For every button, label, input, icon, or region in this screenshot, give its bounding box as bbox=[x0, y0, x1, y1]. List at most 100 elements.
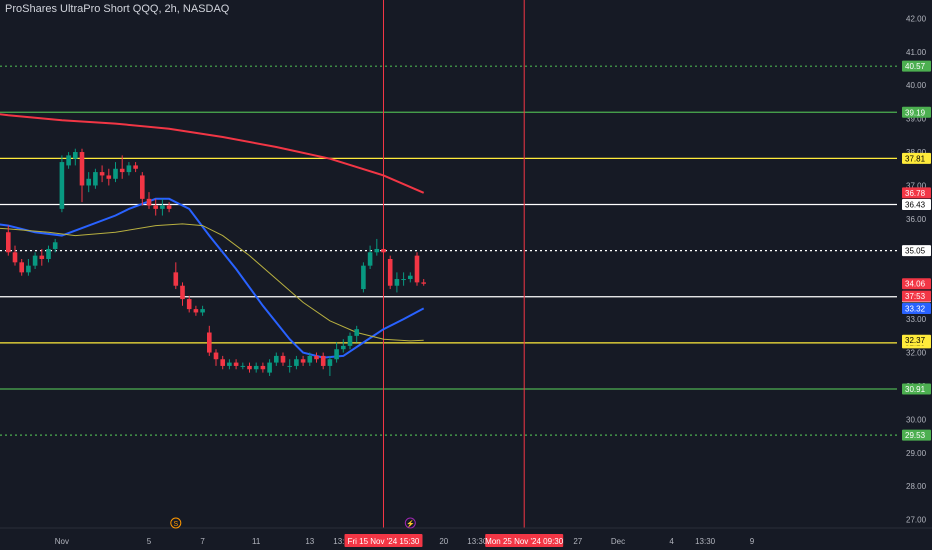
price-badge-bg bbox=[902, 334, 931, 346]
y-tick-label: 33.00 bbox=[906, 315, 927, 324]
candle-body bbox=[26, 265, 31, 273]
candle-body bbox=[186, 299, 192, 310]
candle-body bbox=[334, 349, 339, 360]
y-tick-label: 37.00 bbox=[906, 181, 927, 190]
candle-body bbox=[421, 282, 426, 284]
candle-body bbox=[106, 175, 112, 179]
y-tick-label: 29.00 bbox=[906, 449, 927, 458]
candle-body bbox=[73, 152, 78, 159]
y-tick-label: 30.00 bbox=[906, 415, 927, 424]
price-badge-bg bbox=[902, 278, 931, 290]
level-price-label: 40.57 bbox=[905, 62, 926, 71]
candle-body bbox=[133, 165, 138, 169]
candle-body bbox=[381, 248, 386, 253]
candle-body bbox=[6, 232, 11, 253]
y-tick-label: 42.00 bbox=[906, 14, 927, 23]
candle-body bbox=[79, 152, 85, 186]
y-tick-label: 40.00 bbox=[906, 81, 927, 90]
x-tick-label: 13:30 bbox=[695, 537, 716, 546]
y-tick-label: 41.00 bbox=[906, 48, 927, 57]
candle-body bbox=[401, 279, 406, 281]
candle-body bbox=[146, 198, 152, 206]
candle-body bbox=[59, 162, 65, 209]
candle-body bbox=[213, 352, 219, 360]
x-tick-label: 27 bbox=[573, 537, 582, 546]
price-badge-bg bbox=[902, 290, 931, 302]
level-price-label-bg bbox=[902, 152, 931, 164]
level-price-label-bg bbox=[902, 106, 931, 118]
candle-body bbox=[207, 332, 212, 353]
candle-body bbox=[227, 362, 232, 366]
candle-body bbox=[314, 355, 319, 360]
candle-body bbox=[200, 309, 205, 313]
level-price-label-bg bbox=[902, 199, 931, 211]
level-price-label-bg bbox=[902, 60, 931, 72]
candle-body bbox=[361, 265, 366, 290]
candle-body bbox=[267, 362, 272, 373]
price-badge: 33.32 bbox=[905, 304, 926, 313]
y-tick-label: 38.00 bbox=[906, 148, 927, 157]
level-price-label: 37.81 bbox=[905, 154, 926, 163]
candle-body bbox=[274, 355, 279, 363]
candle-body bbox=[140, 175, 145, 199]
x-tick-label: 7 bbox=[200, 537, 205, 546]
x-tick-label: 13:30 bbox=[333, 537, 354, 546]
x-tick-label: 11 bbox=[252, 537, 261, 546]
level-price-label-bg bbox=[902, 383, 931, 395]
x-tick-label: Nov bbox=[55, 537, 69, 546]
candle-body bbox=[119, 168, 125, 173]
candle-body bbox=[99, 172, 105, 176]
candle-body bbox=[354, 329, 359, 336]
x-flag-bg bbox=[344, 534, 423, 547]
chart-title: ProShares UltraPro Short QQQ, 2h, NASDAQ bbox=[5, 3, 230, 15]
x-flag-label: Fri 15 Nov '24 15:30 bbox=[348, 537, 420, 546]
x-flag-label: Mon 25 Nov '24 09:30 bbox=[485, 537, 564, 546]
y-tick-label: 28.00 bbox=[906, 482, 927, 491]
candle-body bbox=[300, 359, 306, 363]
candle-body bbox=[307, 355, 313, 363]
candle-body bbox=[46, 248, 51, 259]
price-badge-bg bbox=[902, 302, 931, 314]
candle-body bbox=[414, 255, 420, 283]
candle-body bbox=[240, 365, 246, 367]
level-price-label: 30.91 bbox=[905, 385, 926, 394]
candle-body bbox=[220, 359, 225, 366]
candle-body bbox=[287, 365, 292, 367]
event-marker-label: ⚡ bbox=[406, 519, 415, 528]
candle-body bbox=[294, 359, 299, 366]
candle-body bbox=[86, 178, 91, 186]
candle-body bbox=[193, 309, 199, 313]
candle-body bbox=[247, 365, 252, 370]
level-price-label: 29.53 bbox=[905, 431, 926, 440]
candle-body bbox=[32, 255, 38, 266]
candle-body bbox=[327, 359, 333, 366]
price-badge-bg bbox=[902, 187, 931, 199]
event-marker-icon bbox=[170, 517, 182, 529]
y-tick-label: 39.00 bbox=[906, 115, 927, 124]
candle-body bbox=[408, 275, 413, 280]
x-tick-label: 20 bbox=[439, 537, 448, 546]
candle-body bbox=[173, 272, 179, 286]
candle-body bbox=[374, 248, 380, 253]
y-tick-label: 36.00 bbox=[906, 215, 927, 224]
level-price-label: 39.19 bbox=[905, 108, 926, 117]
price-badge: 37:53 bbox=[905, 292, 926, 301]
level-price-label: 35.05 bbox=[905, 247, 926, 256]
x-tick-label: Dec bbox=[611, 537, 625, 546]
event-marker-label: S bbox=[173, 521, 178, 528]
candle-body bbox=[260, 365, 266, 370]
candle-body bbox=[394, 279, 400, 286]
candle-body bbox=[233, 362, 239, 366]
candle-body bbox=[160, 205, 165, 209]
candle-body bbox=[253, 365, 259, 370]
y-tick-label: 32.00 bbox=[906, 349, 927, 358]
candle-body bbox=[341, 345, 346, 350]
price-badge: 34.06 bbox=[905, 280, 926, 289]
price-badge: 32.37 bbox=[905, 336, 926, 345]
level-price-label-bg bbox=[902, 429, 931, 441]
candle-body bbox=[126, 165, 132, 173]
candle-body bbox=[52, 242, 58, 249]
candle-body bbox=[320, 355, 326, 366]
candle-body bbox=[166, 205, 172, 209]
